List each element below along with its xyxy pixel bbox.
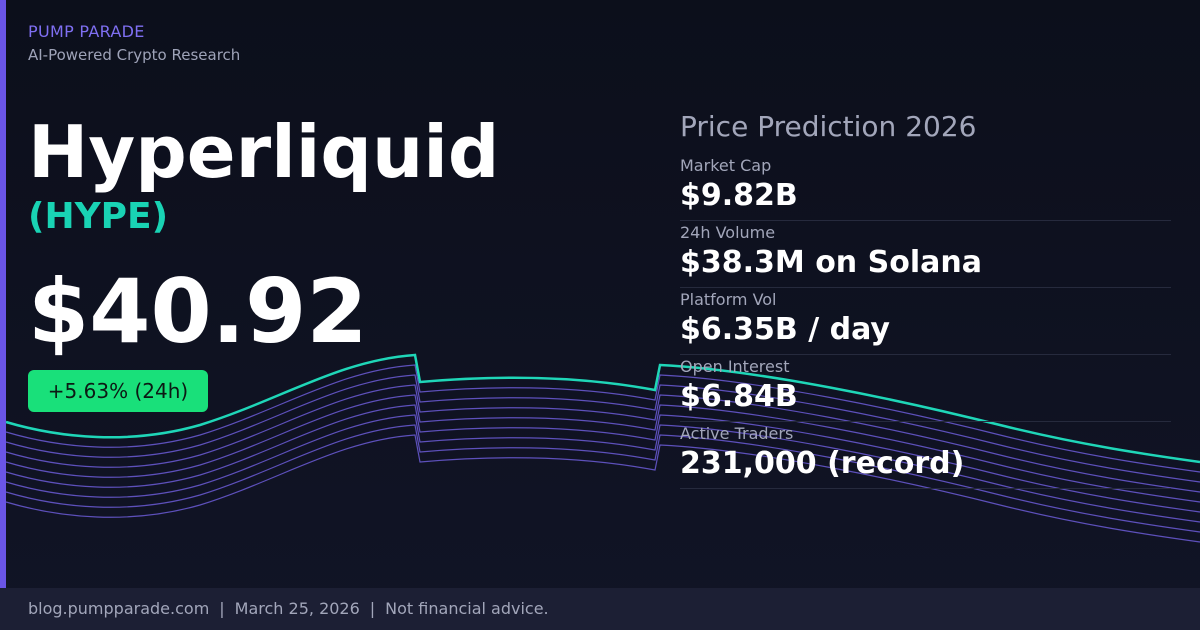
stat-row: Market Cap $9.82B: [680, 154, 1171, 221]
change-badge: +5.63% (24h): [28, 370, 208, 412]
stat-label: Market Cap: [680, 156, 772, 175]
accent-bar: [0, 0, 6, 588]
stat-value: $38.3M on Solana: [680, 245, 982, 280]
footer-date: March 25, 2026: [234, 599, 360, 618]
stat-row: Platform Vol $6.35B / day: [680, 288, 1171, 355]
stat-label: Open Interest: [680, 357, 790, 376]
stat-row: Open Interest $6.84B: [680, 355, 1171, 422]
brand: PUMP PARADE: [28, 22, 145, 41]
tagline: AI-Powered Crypto Research: [28, 46, 241, 64]
stat-value: $9.82B: [680, 178, 798, 213]
stat-label: 24h Volume: [680, 223, 776, 242]
stats-panel: Price Prediction 2026 Market Cap $9.82B 24…: [680, 108, 1171, 489]
stat-label: Active Traders: [680, 424, 794, 443]
stat-label: Platform Vol: [680, 290, 777, 309]
footer-separator: |: [369, 599, 376, 618]
footer-disclaimer: Not financial advice.: [385, 599, 549, 618]
coin-ticker: (HYPE): [28, 196, 169, 237]
stat-row: 24h Volume $38.3M on Solana: [680, 221, 1171, 288]
stat-row: Active Traders 231,000 (record): [680, 422, 1171, 489]
coin-price: $40.92: [28, 260, 368, 363]
footer: blog.pumpparade.com | March 25, 2026 | Not f…: [0, 588, 1200, 630]
stat-value: $6.35B / day: [680, 312, 890, 347]
footer-separator: |: [219, 599, 225, 618]
stat-value: 231,000 (record): [680, 446, 965, 481]
footer-site: blog.pumpparade.com: [28, 599, 210, 618]
stats-list: Market Cap $9.82B 24h Volume $38.3M on Sola…: [680, 154, 1171, 489]
panel-title: Price Prediction 2026: [680, 110, 977, 143]
stat-value: $6.84B: [680, 379, 798, 414]
coin-name: Hyperliquid: [28, 110, 500, 194]
